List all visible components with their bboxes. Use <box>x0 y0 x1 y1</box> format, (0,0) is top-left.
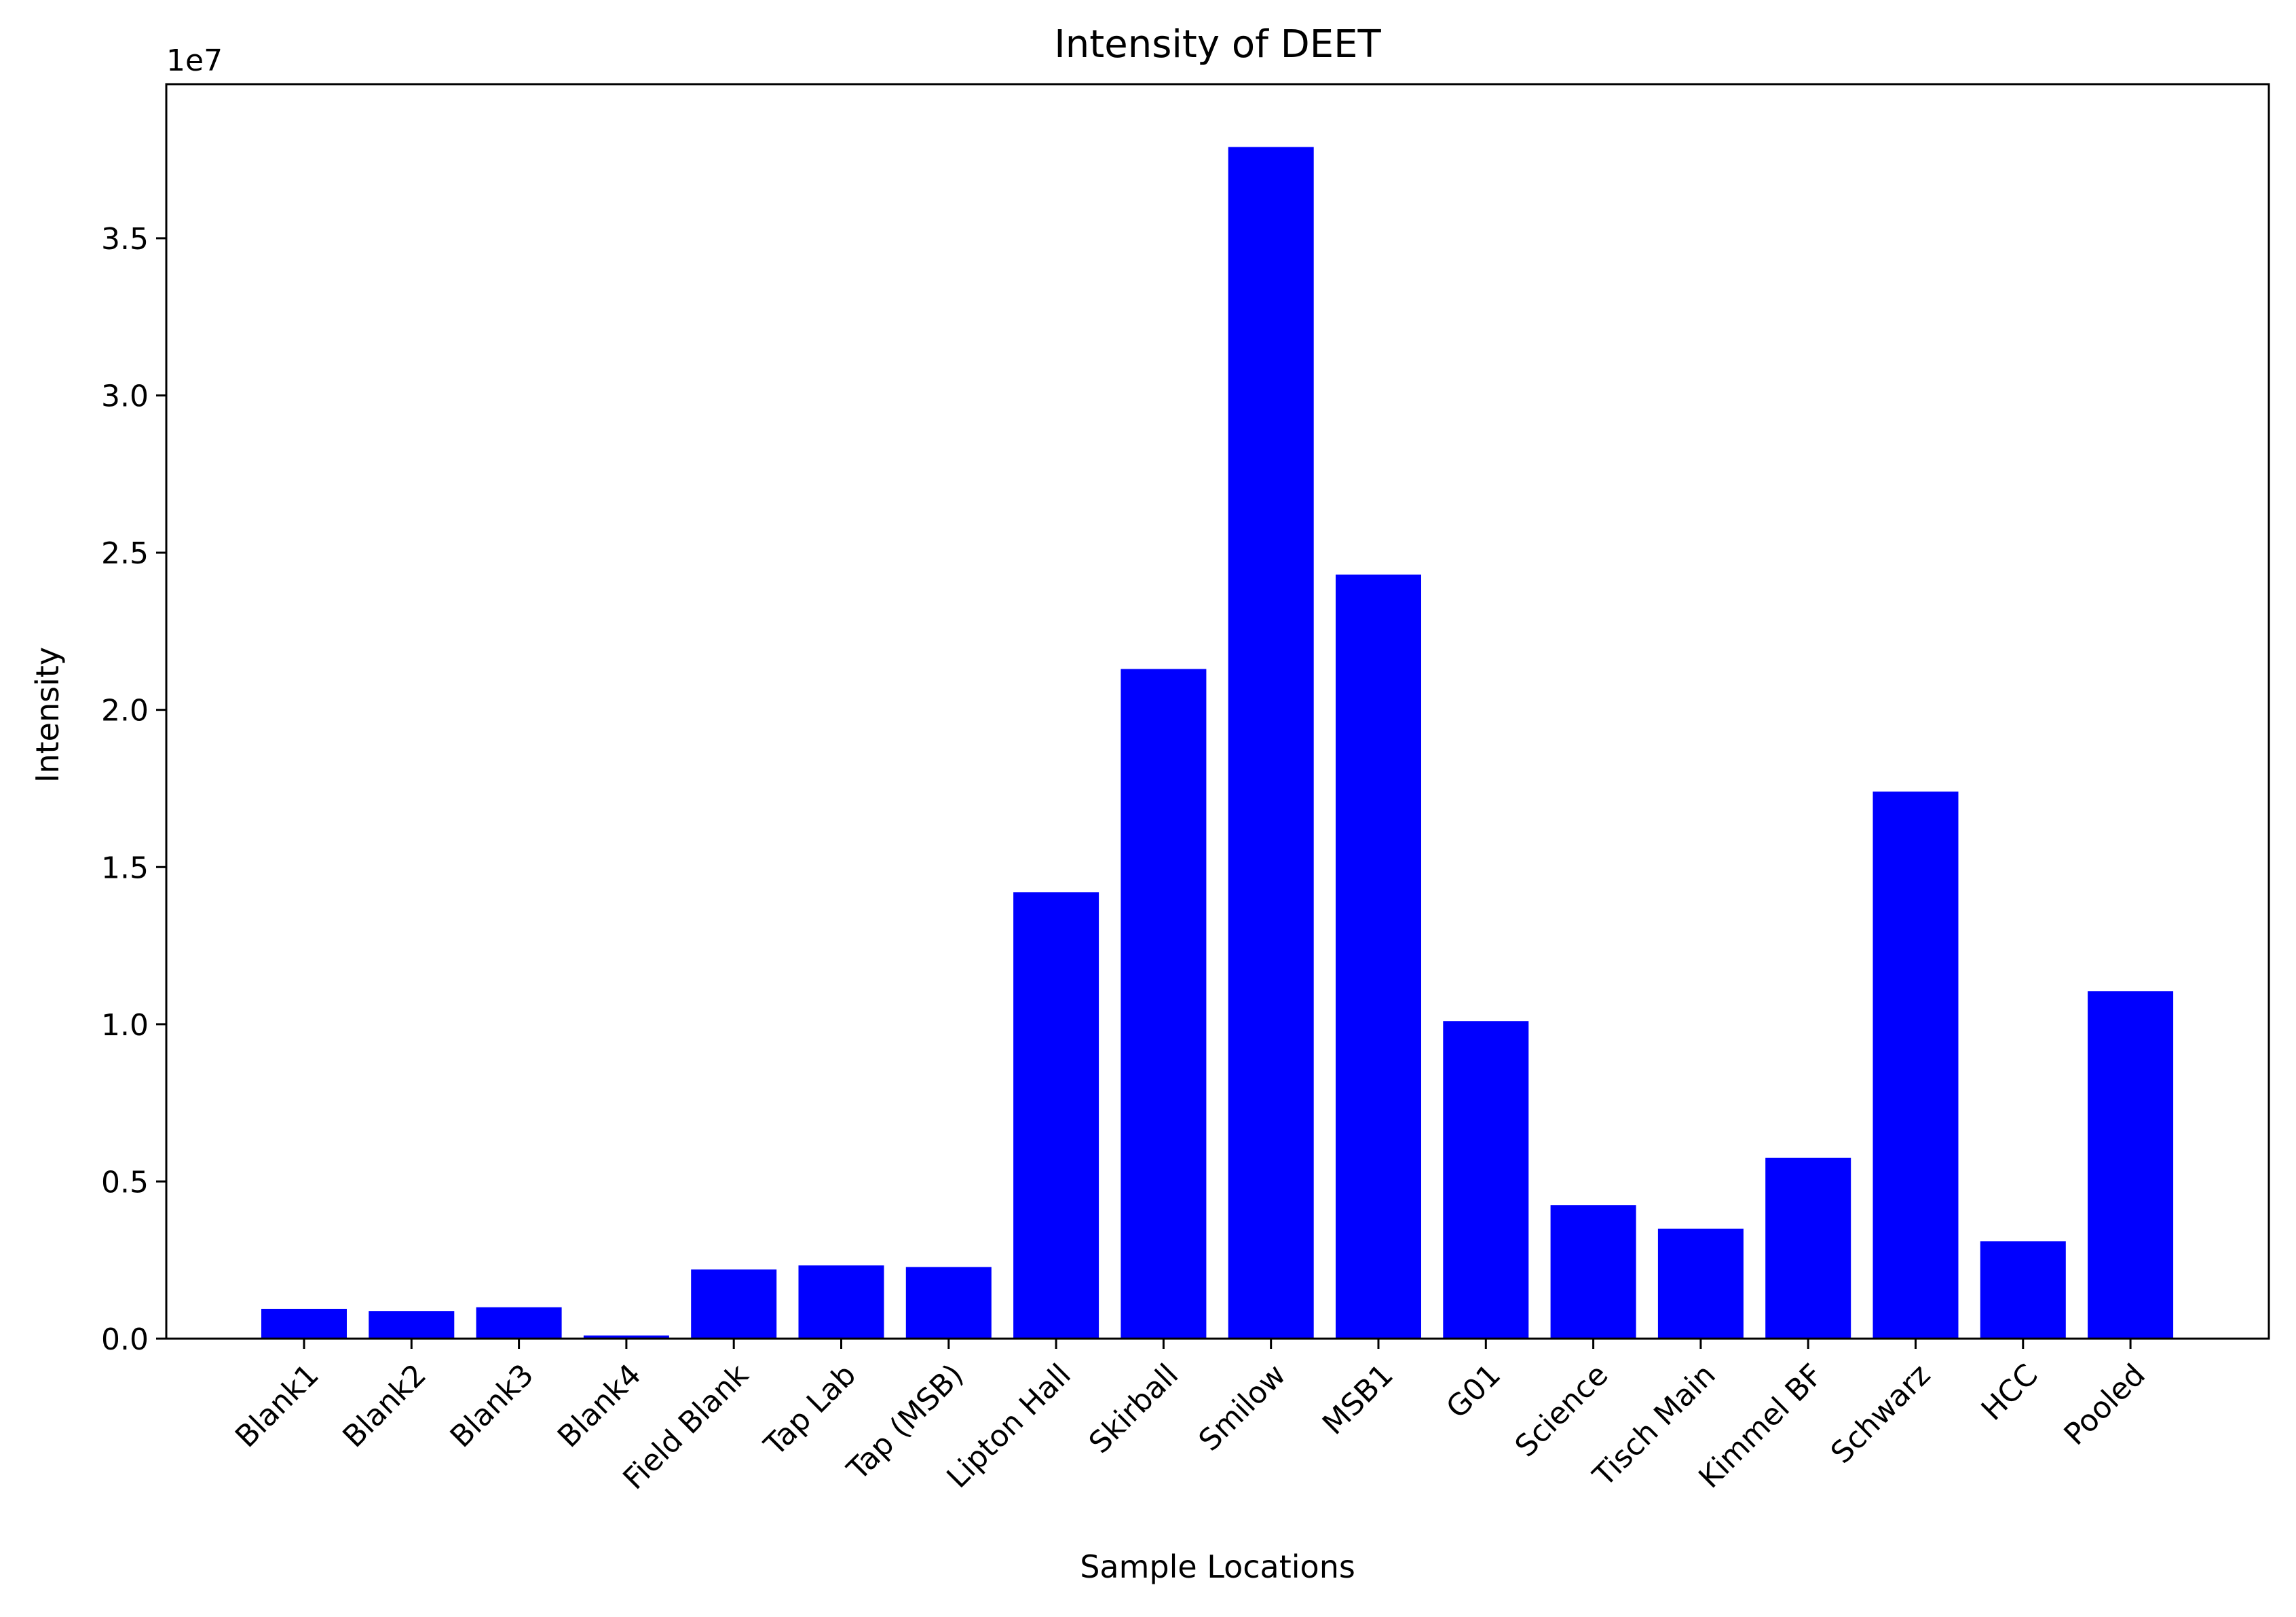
bar-pooled <box>2088 991 2174 1339</box>
bar-blank1 <box>261 1309 347 1339</box>
bar-hcc <box>1980 1241 2066 1339</box>
bar-schwarz <box>1872 792 1959 1339</box>
bar-kimmel-bf <box>1765 1157 1851 1339</box>
bars-layer <box>261 147 2174 1339</box>
bar-msb1 <box>1336 574 1421 1339</box>
x-axis-label: Sample Locations <box>1080 1548 1355 1585</box>
bar-smilow <box>1228 147 1314 1339</box>
bar-lipton-hall <box>1013 892 1099 1339</box>
y-tick-label: 2.0 <box>101 694 149 728</box>
bar-blank2 <box>369 1311 455 1339</box>
plot-frame <box>165 83 2270 1340</box>
chart-title: Intensity of DEET <box>1054 22 1381 67</box>
y-tick-label: 3.5 <box>101 222 149 257</box>
y-tick-label: 1.5 <box>101 851 149 885</box>
bar-g01 <box>1443 1021 1529 1339</box>
bar-blank4 <box>583 1335 669 1339</box>
y-tick-label: 0.5 <box>101 1165 149 1200</box>
y-tick-label: 2.5 <box>101 536 149 571</box>
y-tick-label: 3.0 <box>101 379 149 414</box>
bar-tap-lab <box>798 1265 884 1339</box>
bar-tisch-main <box>1657 1228 1744 1339</box>
y-axis-label: Intensity <box>29 647 66 783</box>
bar-field-blank <box>691 1269 777 1339</box>
bar-blank3 <box>476 1307 562 1339</box>
bar-tap-msb <box>905 1267 992 1339</box>
y-axis-offset-label: 1e7 <box>166 43 223 78</box>
bar-skirball <box>1121 669 1207 1339</box>
y-tick-label: 1.0 <box>101 1008 149 1043</box>
y-axis: 0.0 0.5 1.0 1.5 2.0 2.5 3.0 3.5 <box>101 222 166 1357</box>
y-tick-label: 0.0 <box>101 1322 149 1357</box>
bar-science <box>1550 1205 1636 1339</box>
